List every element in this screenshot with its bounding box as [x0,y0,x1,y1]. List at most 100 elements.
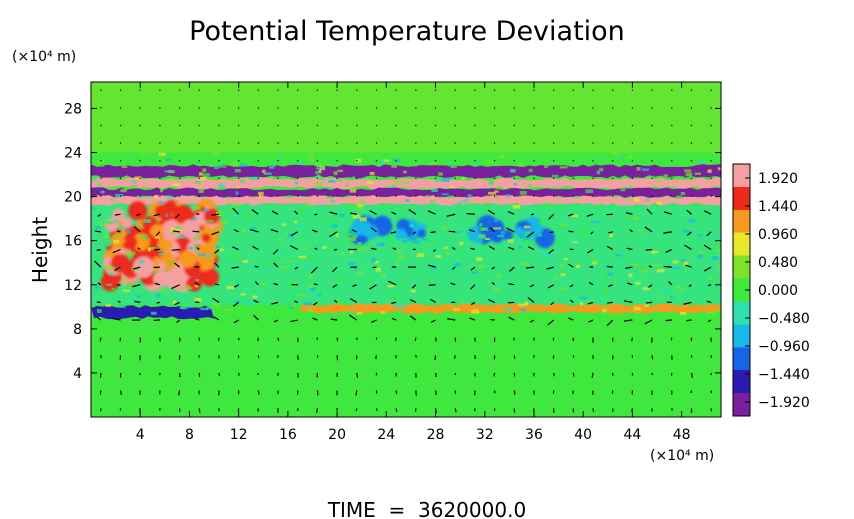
wind-vector [352,284,357,287]
wind-vector [114,266,121,271]
field-speckle [315,162,322,167]
field-speckle [474,268,480,272]
field-speckle [602,308,607,313]
field-speckle [147,247,152,252]
field-speckle [461,177,466,180]
field-speckle [458,201,464,204]
wind-vector [491,282,496,286]
field-speckle [682,229,690,233]
warm-plume-cell [201,233,211,243]
y-tick-label: 20 [64,190,82,206]
cold-patch-mid-cell [364,225,379,240]
field-speckle [345,183,349,187]
wind-vector [273,319,279,323]
field-speckle [259,282,267,286]
wind-vector [409,315,417,321]
field-speckle [170,231,177,235]
wind-vector [211,231,220,236]
wind-vector [434,337,437,342]
plot-frame [90,81,722,418]
wind-vector [370,226,377,233]
wind-vector [99,390,102,395]
wind-vector [372,266,377,269]
field-speckle [279,154,284,159]
field-speckle [615,253,622,257]
wind-vector [450,282,456,286]
wind-vector [356,372,359,378]
field-speckle [422,238,429,241]
wind-vector [568,317,574,321]
wind-vector [487,298,495,303]
field-speckle [633,197,640,202]
warm-plume-cell [117,236,126,245]
field-speckle [98,182,102,186]
field-speckle [158,252,165,256]
field-speckle [194,206,202,210]
field-speckle [337,301,346,305]
wind-vector [273,262,279,268]
field-speckle [239,179,246,184]
field-speckle [623,198,629,201]
field-speckle [487,279,491,283]
field-speckle [165,158,171,162]
wind-vector [316,408,318,414]
field-speckle [139,235,147,239]
field-speckle [616,156,622,159]
wind-vector [392,247,397,251]
field-speckle [336,276,343,281]
wind-vector [434,372,437,378]
field-speckle [518,303,526,307]
wind-vector [489,227,495,233]
field-speckle [202,168,207,173]
wind-vector [171,248,180,251]
field-speckle [450,195,454,198]
field-speckle [294,220,298,224]
field-speckle [598,257,605,260]
wind-vector [470,284,476,290]
wind-vector [310,266,318,274]
field-speckle [540,218,544,222]
wind-vector [294,266,299,270]
field-speckle [218,164,227,168]
field-speckle [246,212,252,217]
wind-vector [314,213,318,216]
field-speckle [127,254,134,259]
field-speckle [402,240,408,244]
field-speckle [609,233,614,238]
field-speckle [411,163,418,167]
wind-vector [174,262,180,268]
field-speckle [650,250,659,254]
wind-vector [234,284,239,288]
field-speckle [493,287,501,291]
wind-vector [96,316,102,321]
wind-vector [707,284,712,287]
field-speckle [294,182,298,185]
wind-vector [114,213,121,216]
field-speckle [169,260,173,265]
wind-vector [670,337,673,341]
wind-vector [446,213,456,217]
wind-vector [192,230,200,233]
wind-vector [569,284,574,288]
field-speckle [322,246,327,249]
field-speckle [151,311,157,315]
x-tick-label: 4 [136,427,145,443]
field-speckle [694,172,701,175]
field-speckle [447,163,456,167]
field-speckle [281,223,287,226]
field-speckle [416,287,422,290]
wind-vector [329,211,338,215]
field-speckle [274,258,280,263]
field-speckle [185,286,193,290]
wind-vector [706,300,712,303]
field-texture [91,152,721,316]
wind-vector [648,284,653,288]
field-speckle [633,216,640,220]
field-speckle [671,216,676,219]
footer-time: TIME = 3620000.0 [327,498,526,519]
field-speckle [461,299,465,304]
field-speckle [113,240,120,244]
field-speckle [177,235,186,239]
wind-vector [171,284,180,290]
field-speckle [245,302,252,306]
